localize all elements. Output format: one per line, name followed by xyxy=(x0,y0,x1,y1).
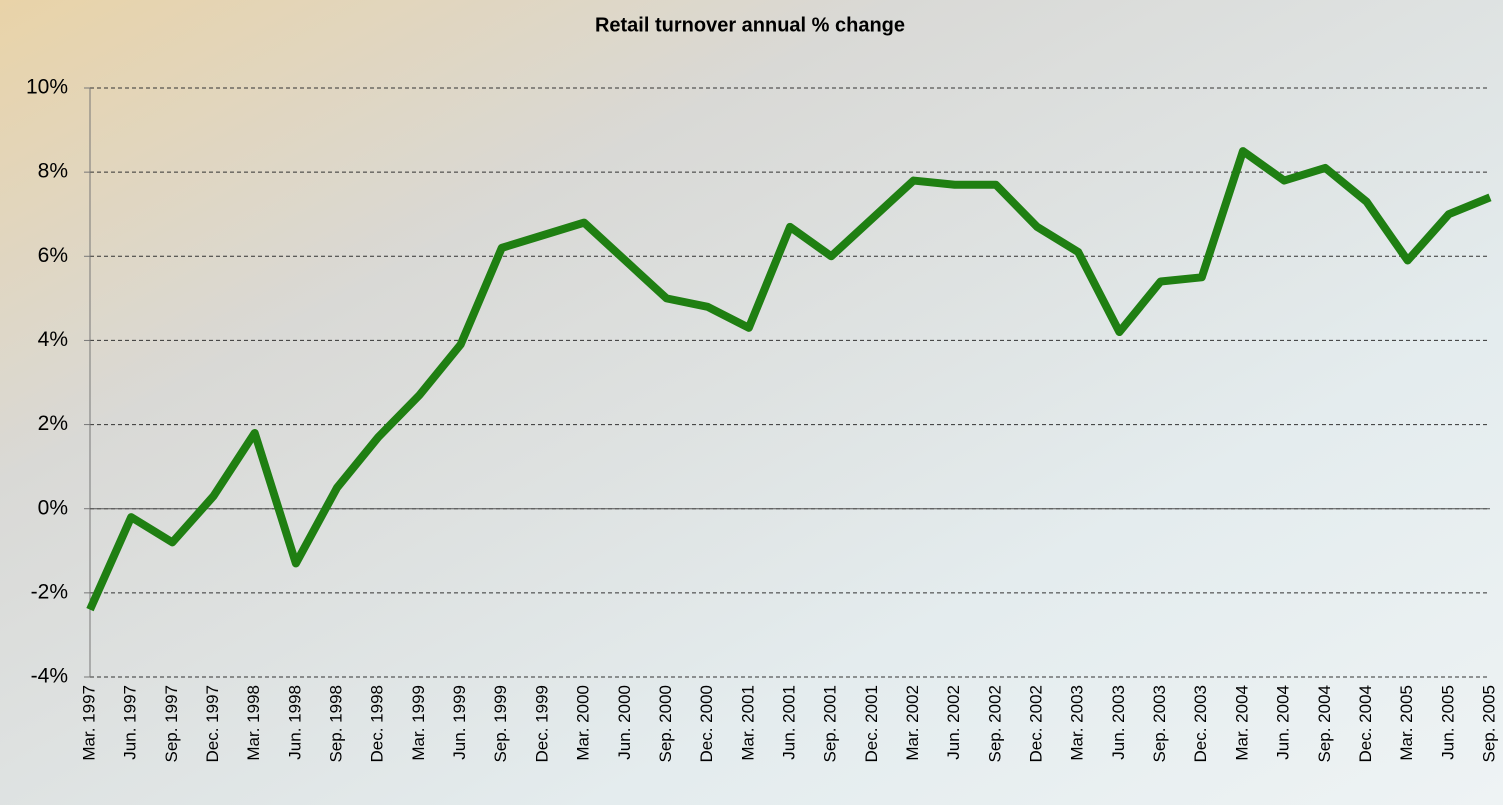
y-tick-label: -4% xyxy=(31,665,68,688)
x-tick-label: Dec. 2003 xyxy=(1191,685,1210,763)
x-tick-label: Jun. 2003 xyxy=(1109,685,1128,760)
y-tick-label: 4% xyxy=(38,328,68,351)
y-tick-label: 10% xyxy=(26,76,68,99)
x-tick-label: Mar. 1999 xyxy=(409,685,428,761)
x-tick-label: Mar. 2001 xyxy=(738,685,757,761)
x-tick-label: Sep. 2005 xyxy=(1479,685,1498,763)
x-tick-label: Sep. 1999 xyxy=(491,685,510,763)
x-tick-label: Dec. 2004 xyxy=(1356,685,1375,763)
x-tick-label: Mar. 1998 xyxy=(244,685,263,761)
x-tick-label: Dec. 2001 xyxy=(862,685,881,763)
x-tick-label: Jun. 2002 xyxy=(944,685,963,760)
x-tick-label: Sep. 1998 xyxy=(327,685,346,763)
x-tick-label: Mar. 2004 xyxy=(1232,685,1251,761)
x-tick-label: Mar. 2000 xyxy=(574,685,593,761)
x-tick-label: Sep. 2004 xyxy=(1315,685,1334,763)
y-tick-label: 8% xyxy=(38,160,68,183)
x-tick-label: Mar. 2002 xyxy=(903,685,922,761)
x-tick-label: Jun. 2005 xyxy=(1438,685,1457,760)
y-tick-label: 6% xyxy=(38,244,68,267)
x-tick-label: Mar. 2003 xyxy=(1068,685,1087,761)
y-tick-label: -2% xyxy=(31,580,68,603)
line xyxy=(86,147,1492,612)
x-tick-label: Dec. 2002 xyxy=(1027,685,1046,763)
x-tick-label: Jun. 2000 xyxy=(615,685,634,760)
x-tick-label: Dec. 1999 xyxy=(532,685,551,763)
x-tick-label: Sep. 1997 xyxy=(162,685,181,763)
y-tick-label: 2% xyxy=(38,412,68,435)
x-tick-label: Mar. 2005 xyxy=(1397,685,1416,761)
x-tick-label: Jun. 1998 xyxy=(285,685,304,760)
x-tick-label: Jun. 1999 xyxy=(450,685,469,760)
x-tick-label: Jun. 1997 xyxy=(121,685,140,760)
x-tick-label: Dec. 1998 xyxy=(368,685,387,763)
x-tick-label: Sep. 2003 xyxy=(1150,685,1169,763)
chart-title: Retail turnover annual % change xyxy=(595,14,905,36)
x-tick-label: Dec. 1997 xyxy=(203,685,222,763)
x-tick-label: Dec. 2000 xyxy=(697,685,716,763)
y-tick-label: 0% xyxy=(38,496,68,519)
x-tick-label: Sep. 2002 xyxy=(985,685,1004,763)
x-tick-label: Jun. 2001 xyxy=(779,685,798,760)
x-tick-label: Mar. 1997 xyxy=(79,685,98,761)
x-tick-label: Sep. 2001 xyxy=(821,685,840,763)
x-tick-label: Sep. 2000 xyxy=(656,685,675,763)
x-tick-label: Jun. 2004 xyxy=(1274,685,1293,760)
